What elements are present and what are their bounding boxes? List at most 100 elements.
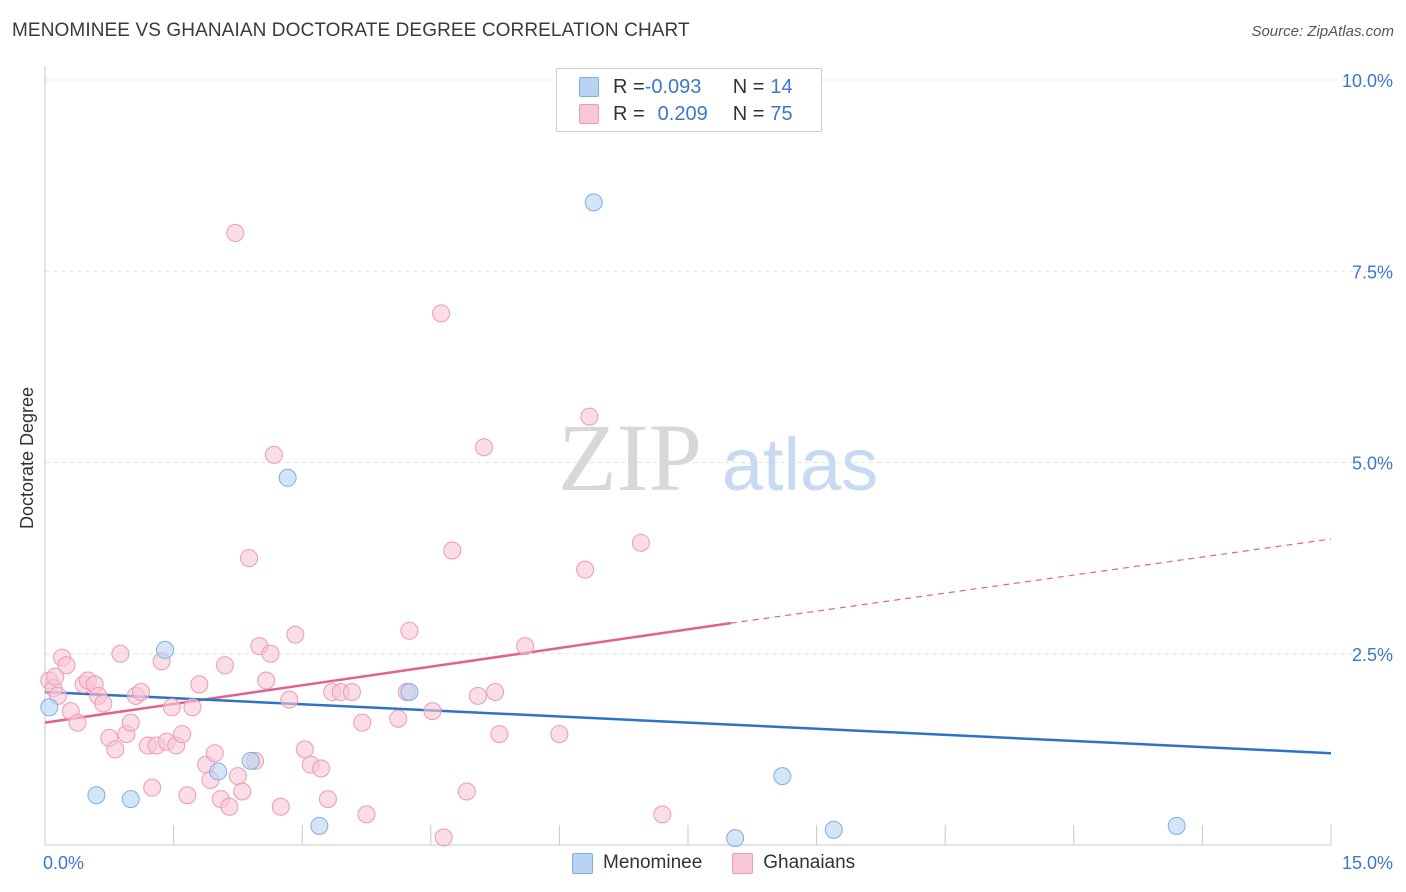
legend-label-menominee: Menominee <box>603 852 703 873</box>
n-value: 14 <box>770 75 793 98</box>
menominee-point <box>278 468 297 487</box>
source-label: Source: ZipAtlas.com <box>1251 23 1394 40</box>
x-tick-label: 15.0% <box>1342 853 1393 873</box>
ghanaian-point <box>486 683 505 701</box>
ghanaian-point <box>400 621 419 640</box>
ghanaian-point <box>357 805 376 824</box>
menominee-point <box>310 816 329 835</box>
ghanaian-point <box>228 767 247 786</box>
ghanaians-trend-extension <box>730 538 1332 624</box>
ghanaian-point <box>312 759 331 778</box>
legend-row-ghanaians: R = 0.209 N = 75 <box>579 102 793 126</box>
ghanaian-point <box>389 709 408 728</box>
ghanaian-point <box>257 671 276 690</box>
ghanaian-point <box>490 725 509 744</box>
ghanaian-point <box>653 805 672 824</box>
ghanaian-point <box>94 694 113 713</box>
stats-legend: R = -0.093 N = 14 R = 0.209 N = 75 <box>556 68 822 132</box>
r-label: R = <box>613 102 645 125</box>
ghanaian-point <box>226 224 245 242</box>
r-value: -0.093 <box>644 75 702 98</box>
r-label: R = <box>613 75 645 98</box>
menominee-point <box>584 193 603 212</box>
ghanaian-point <box>353 713 372 732</box>
n-label: N = <box>732 102 765 125</box>
ghanaian-point <box>220 797 239 816</box>
ghanaian-point <box>550 725 569 744</box>
n-value: 75 <box>770 102 793 125</box>
ghanaian-point <box>576 560 595 579</box>
y-tick-label: 7.5% <box>1352 262 1393 282</box>
tick-labels: 2.5% 5.0% 7.5% 10.0% 0.0% 15.0% <box>43 71 1393 873</box>
ghanaian-point <box>173 725 192 744</box>
ghanaian-point <box>183 698 202 717</box>
y-tick-label: 2.5% <box>1352 645 1393 665</box>
ghanaian-point <box>46 667 65 686</box>
ghanaian-point <box>111 644 130 663</box>
y-tick-label: 5.0% <box>1352 454 1393 474</box>
legend-label-ghanaians: Ghanaians <box>763 852 856 873</box>
trend-lines <box>44 538 1332 755</box>
watermark-atlas: atlas <box>722 423 878 506</box>
chart-title: MENOMINEE VS GHANAIAN DOCTORATE DEGREE C… <box>12 20 690 41</box>
ghanaian-point <box>106 740 125 759</box>
watermark-zip: ZIP <box>558 404 702 511</box>
ghanaian-point <box>57 656 76 675</box>
grid-lines <box>45 79 1392 655</box>
menominee-swatch <box>579 77 599 97</box>
legend-item-menominee: Menominee <box>572 852 702 874</box>
menominee-point <box>773 767 792 786</box>
ghanaian-point <box>295 740 314 759</box>
ghanaian-point <box>271 797 290 816</box>
menominee-swatch <box>572 852 593 874</box>
ghanaian-point <box>143 778 162 797</box>
ghanaian-point <box>286 625 305 644</box>
ghanaian-point <box>280 690 299 709</box>
menominee-point <box>726 829 745 848</box>
ghanaian-point <box>132 683 151 701</box>
ghanaian-point <box>474 438 493 457</box>
ghanaian-point <box>432 304 451 323</box>
ghanaian-point <box>178 786 197 805</box>
y-tick-label: 10.0% <box>1342 71 1393 91</box>
x-tick-label: 0.0% <box>43 853 84 873</box>
series-legend: Menominee Ghanaians <box>572 852 885 874</box>
ghanaian-point <box>318 790 337 809</box>
ghanaian-point <box>434 828 453 847</box>
menominee-point <box>209 762 228 781</box>
data-points <box>40 193 1186 848</box>
y-axis-label: Doctorate Degree <box>17 387 37 529</box>
ghanaian-point <box>516 637 535 656</box>
ghanaian-point <box>457 782 476 801</box>
menominee-point <box>1167 816 1186 835</box>
menominee-point <box>121 790 140 809</box>
menominee-point <box>241 751 260 770</box>
ghanaian-point <box>121 713 140 732</box>
ghanaian-point <box>468 686 487 705</box>
ghanaian-point <box>264 445 283 464</box>
legend-item-ghanaians: Ghanaians <box>732 852 855 874</box>
menominee-trend-line <box>44 690 1332 755</box>
menominee-point <box>40 698 59 717</box>
ghanaian-point <box>261 644 280 663</box>
ghanaian-point <box>233 782 252 801</box>
ghanaian-point <box>443 541 462 560</box>
ghanaians-trend-line <box>44 621 732 724</box>
ghanaian-point <box>216 656 235 675</box>
legend-row-menominee: R = -0.093 N = 14 <box>579 75 793 99</box>
menominee-point <box>87 786 106 805</box>
ghanaian-point <box>205 744 224 763</box>
menominee-point <box>400 683 419 701</box>
menominee-point <box>156 640 175 659</box>
ghanaians-swatch <box>579 104 599 124</box>
ghanaian-point <box>423 702 442 721</box>
r-value: 0.209 <box>657 102 708 125</box>
ghanaian-point <box>240 549 259 568</box>
ghanaian-point <box>190 675 209 694</box>
n-label: N = <box>732 75 765 98</box>
ghanaian-point <box>580 407 599 426</box>
menominee-point <box>824 820 843 839</box>
ghanaian-point <box>68 713 87 732</box>
ghanaian-point <box>631 533 650 552</box>
